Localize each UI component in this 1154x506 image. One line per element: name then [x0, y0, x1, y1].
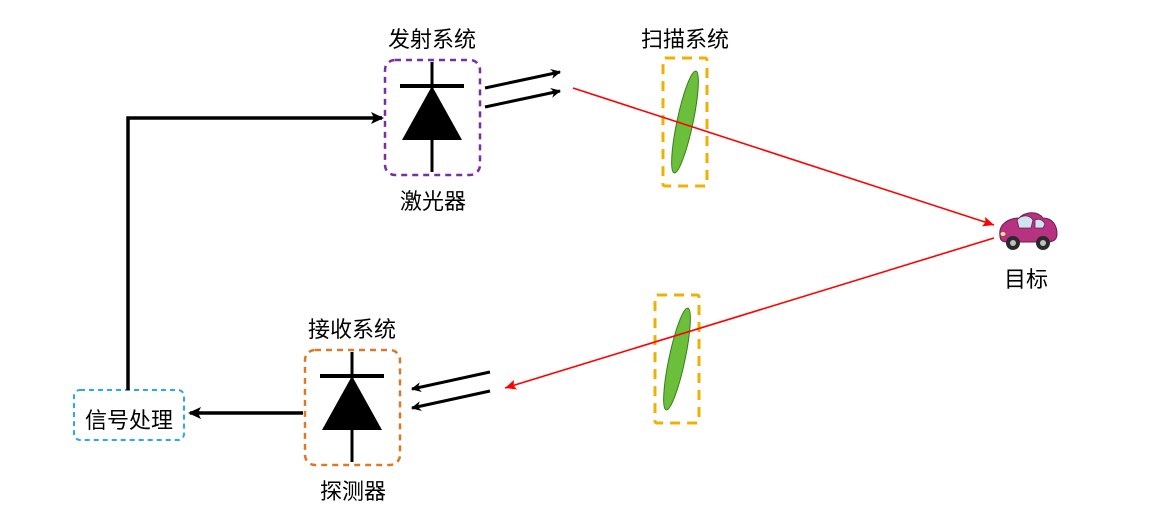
laser-label: 激光器	[400, 184, 466, 216]
edge-beam-to-target	[573, 88, 994, 225]
edge-laser-out-2	[485, 91, 560, 107]
lens-bottom	[658, 306, 695, 411]
lens-top	[666, 69, 703, 174]
edge-laser-out-1	[485, 72, 560, 88]
target-label: 目标	[1004, 262, 1048, 294]
scan-system-label: 扫描系统	[641, 22, 729, 54]
target-car-icon	[1000, 213, 1057, 250]
diagram-canvas	[0, 0, 1154, 505]
edge-beam-from-target	[505, 238, 994, 388]
edge-detector-in-1	[412, 391, 490, 408]
edge-signal-to-laser	[128, 118, 382, 390]
edge-detector-in-2	[412, 372, 490, 389]
signal-processing-label: 信号处理	[85, 403, 173, 435]
receive-system-label: 接收系统	[308, 312, 396, 344]
transmit-system-label: 发射系统	[388, 22, 476, 54]
detector-label: 探测器	[320, 474, 386, 506]
